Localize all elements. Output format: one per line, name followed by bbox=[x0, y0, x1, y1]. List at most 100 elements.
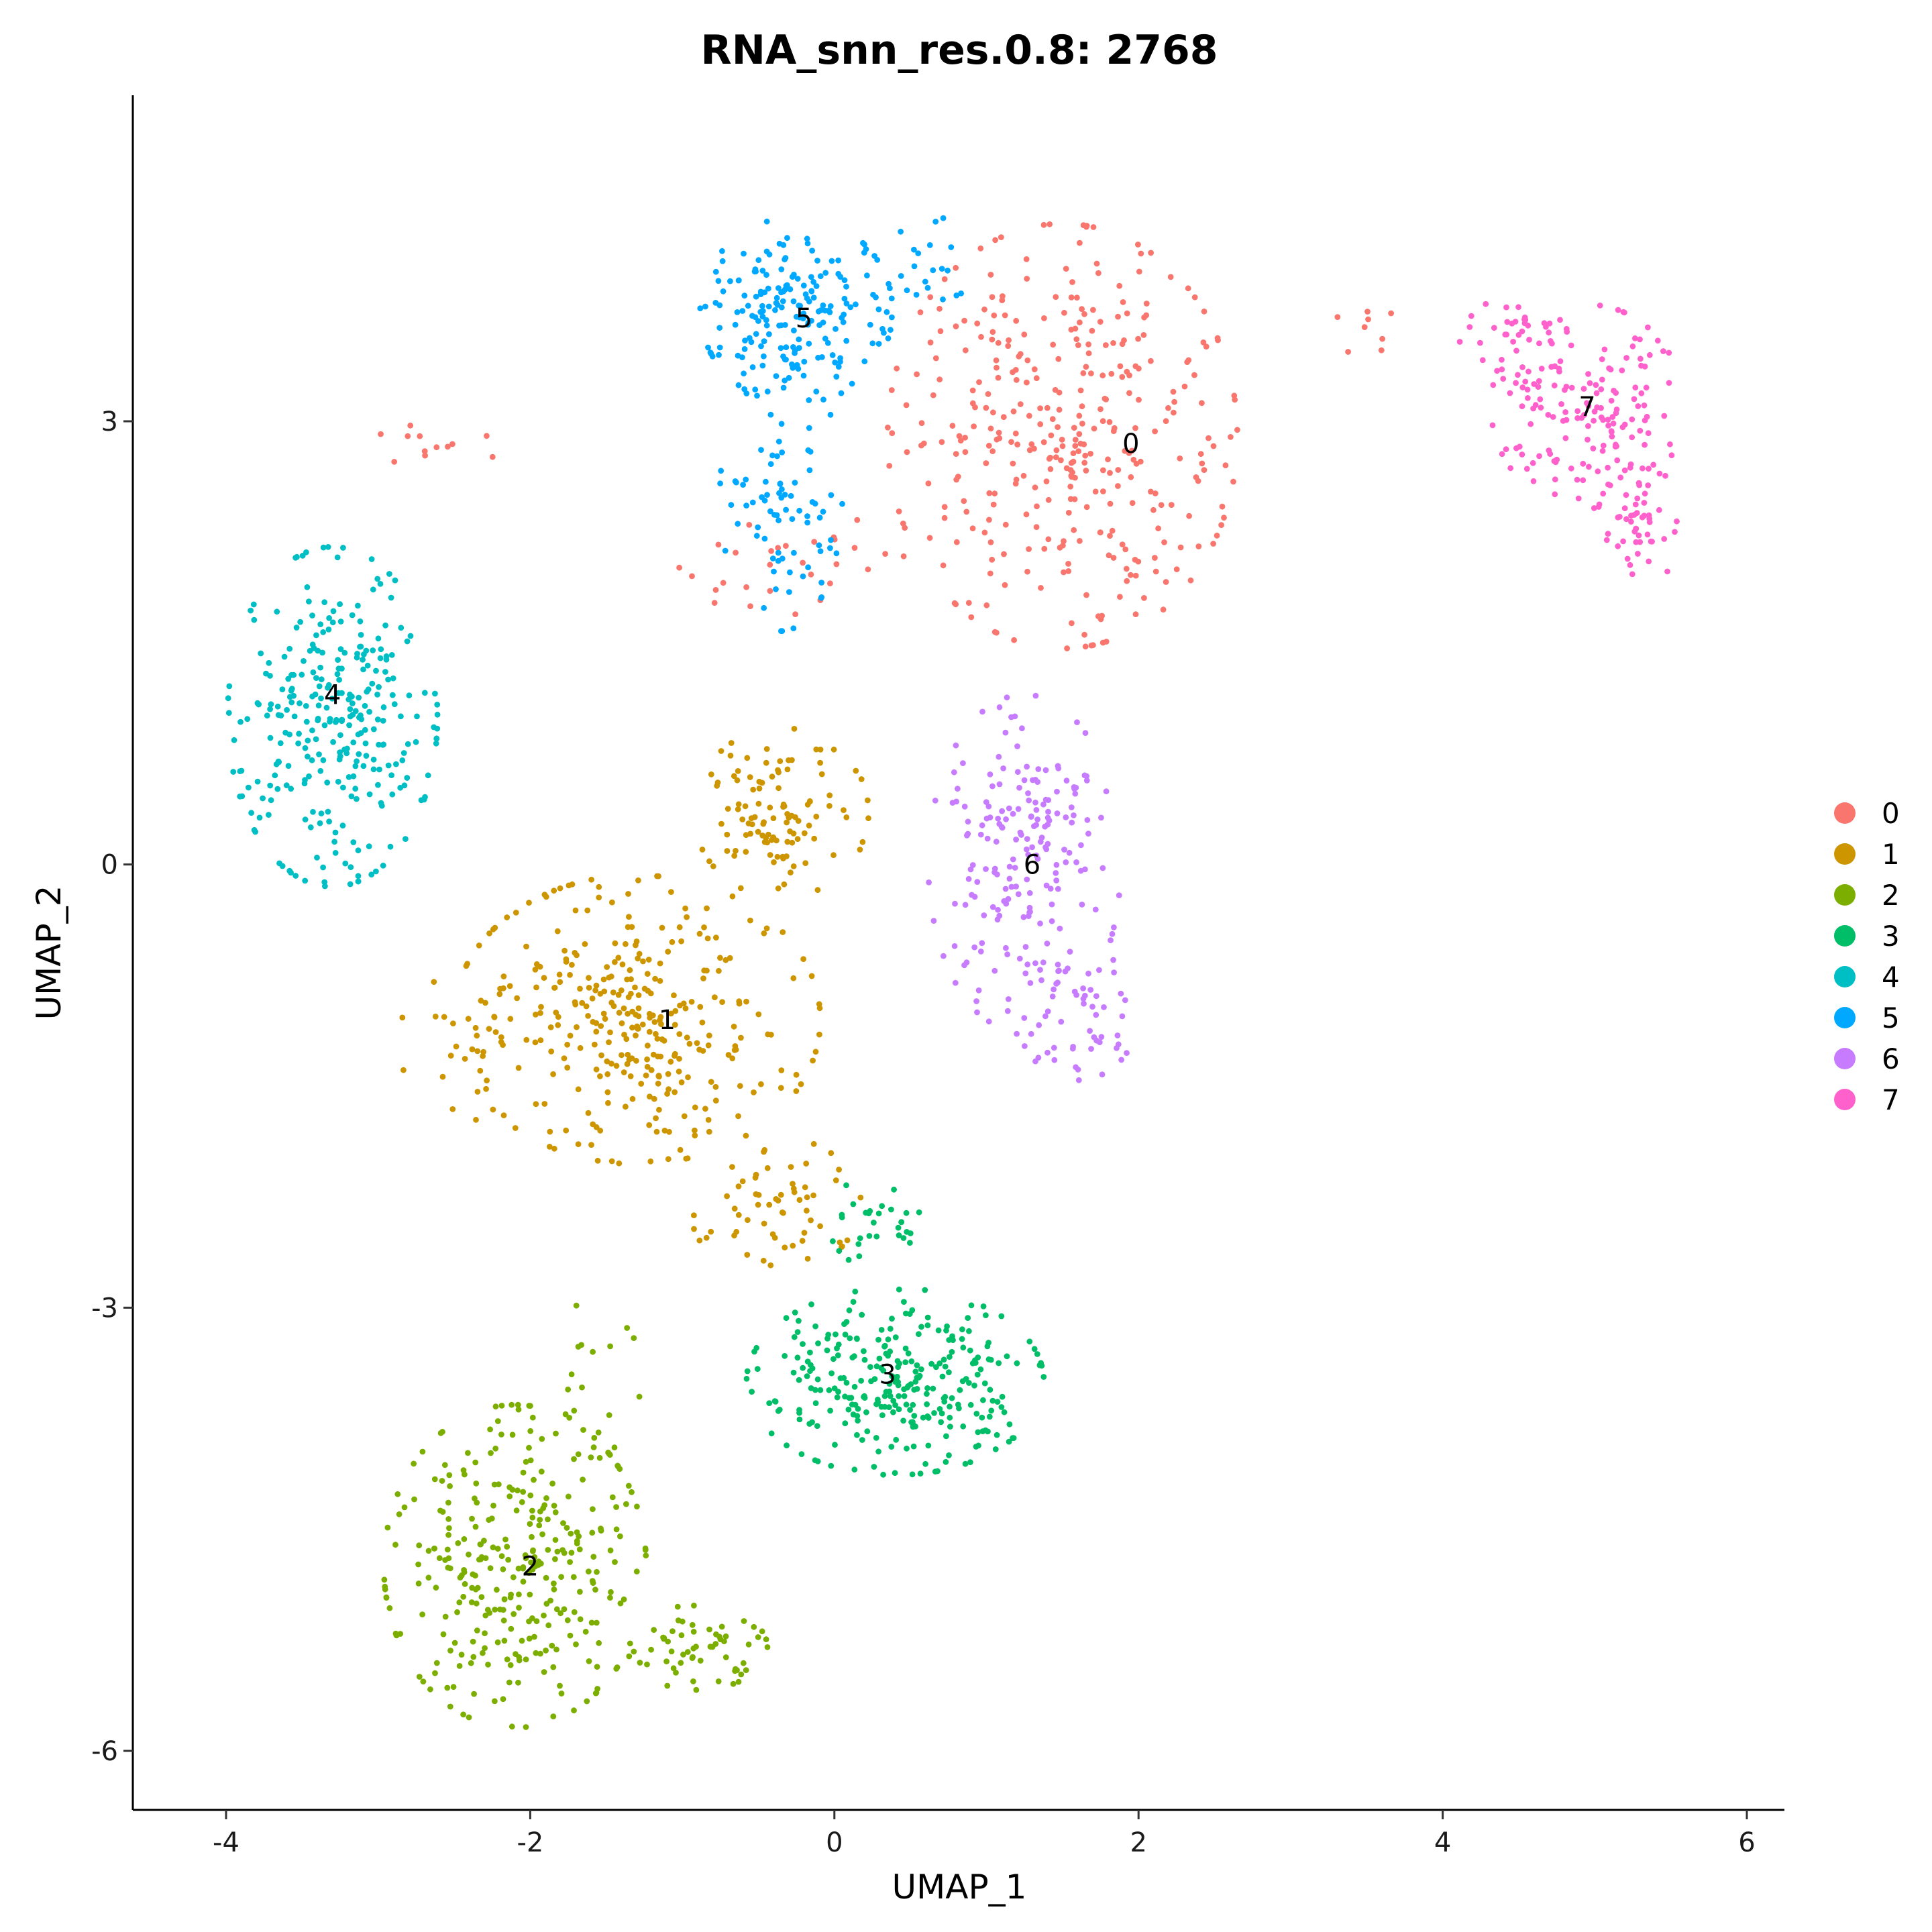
cluster-0-point bbox=[1117, 594, 1123, 600]
cluster-0-point bbox=[1075, 342, 1081, 348]
cluster-1-point bbox=[588, 1142, 594, 1148]
cluster-6-point bbox=[1042, 1013, 1049, 1020]
cluster-0-point bbox=[962, 449, 969, 455]
cluster-1-point bbox=[633, 1032, 639, 1038]
cluster-0-point bbox=[1024, 568, 1030, 575]
cluster-2-point bbox=[722, 1654, 729, 1660]
cluster-0-point bbox=[1083, 592, 1089, 598]
cluster-1-point bbox=[650, 1051, 657, 1058]
cluster-5-point bbox=[716, 352, 722, 358]
cluster-1-point bbox=[696, 1237, 703, 1244]
cluster-4-point bbox=[368, 556, 375, 562]
cluster-4-point bbox=[366, 708, 372, 715]
cluster-2-point bbox=[494, 1546, 501, 1552]
cluster-2-point bbox=[460, 1593, 467, 1600]
cluster-4-point bbox=[402, 836, 409, 842]
cluster-0-point bbox=[1365, 316, 1371, 323]
cluster-6-point bbox=[1017, 829, 1024, 836]
cluster-6-point bbox=[1032, 799, 1038, 806]
cluster-3-point bbox=[979, 1414, 985, 1421]
cluster-7-point bbox=[1527, 421, 1534, 427]
cluster-0-point bbox=[1074, 294, 1080, 301]
cluster-1-point bbox=[605, 1099, 611, 1106]
cluster-0-point bbox=[1075, 448, 1082, 454]
cluster-1-point bbox=[761, 1220, 767, 1227]
cluster-2-point bbox=[487, 1426, 493, 1433]
cluster-3-point bbox=[917, 1470, 924, 1477]
cluster-7-point bbox=[1646, 466, 1652, 472]
cluster-2-point bbox=[447, 1648, 453, 1654]
cluster-4-point bbox=[374, 576, 381, 582]
cluster-4-point bbox=[302, 777, 308, 783]
cluster-2-point bbox=[526, 1403, 533, 1409]
cluster-7-point bbox=[1661, 536, 1668, 542]
cluster-7-point bbox=[1646, 515, 1653, 522]
cluster-3-point bbox=[904, 1445, 910, 1452]
cluster-2-point bbox=[506, 1493, 513, 1500]
cluster-1-point bbox=[643, 1072, 649, 1079]
cluster-2-point bbox=[529, 1514, 536, 1521]
cluster-0-point bbox=[1201, 308, 1208, 315]
cluster-2-point bbox=[455, 1540, 462, 1546]
cluster-0-point bbox=[1082, 643, 1089, 650]
cluster-7-point bbox=[1500, 376, 1507, 382]
cluster-2-point bbox=[663, 1658, 669, 1665]
cluster-7-point bbox=[1509, 320, 1515, 327]
cluster-2-point bbox=[490, 1544, 496, 1551]
cluster-2-point bbox=[468, 1599, 475, 1605]
cluster-6-point bbox=[1054, 788, 1060, 795]
cluster-4-point bbox=[399, 757, 406, 763]
cluster-1-point bbox=[743, 849, 749, 855]
cluster-6-point bbox=[965, 818, 971, 825]
cluster-3-point bbox=[946, 1452, 952, 1458]
cluster-5-point bbox=[800, 573, 806, 580]
cluster-6-point bbox=[1004, 694, 1010, 701]
cluster-2-point bbox=[550, 1713, 557, 1720]
cluster-4-point bbox=[334, 554, 341, 561]
cluster-6-point bbox=[1004, 1008, 1011, 1014]
cluster-0-point bbox=[918, 442, 924, 449]
cluster-2-point bbox=[458, 1652, 465, 1658]
cluster-4-point bbox=[357, 618, 364, 625]
cluster-7-point bbox=[1636, 482, 1643, 488]
cluster-5-point bbox=[763, 248, 770, 255]
cluster-0-point bbox=[1010, 460, 1016, 467]
cluster-0-point bbox=[1023, 511, 1030, 518]
cluster-2-point bbox=[612, 1559, 618, 1565]
cluster-5-point bbox=[828, 537, 834, 543]
cluster-6-point bbox=[1006, 875, 1013, 882]
cluster-6-point bbox=[1005, 896, 1012, 902]
cluster-0-point bbox=[1080, 370, 1087, 376]
cluster-1-point bbox=[817, 747, 824, 753]
cluster-1-point bbox=[593, 1066, 600, 1073]
cluster-1-point bbox=[731, 773, 737, 780]
cluster-3-point bbox=[912, 1368, 919, 1375]
cluster-0-point bbox=[993, 357, 1000, 364]
cluster-2-point bbox=[627, 1640, 633, 1647]
cluster-4-point bbox=[335, 665, 342, 672]
cluster-7-point bbox=[1552, 363, 1558, 370]
cluster-4-point bbox=[309, 727, 315, 734]
cluster-0-point bbox=[1091, 425, 1097, 432]
cluster-3-point bbox=[916, 1209, 922, 1216]
cluster-0-point bbox=[1085, 341, 1091, 347]
cluster-6-point bbox=[983, 815, 990, 822]
cluster-1-point bbox=[504, 914, 511, 920]
cluster-5-point bbox=[789, 516, 796, 522]
cluster-5-point bbox=[779, 555, 786, 562]
cluster-2-point bbox=[673, 1670, 679, 1676]
cluster-2-point bbox=[447, 1483, 453, 1489]
cluster-1-point bbox=[449, 1106, 456, 1112]
cluster-1-point bbox=[784, 766, 791, 773]
cluster-1-point bbox=[656, 1106, 662, 1113]
cluster-7-point bbox=[1549, 340, 1555, 347]
cluster-5-point bbox=[783, 344, 790, 351]
cluster-4-point bbox=[378, 802, 385, 809]
cluster-7-point bbox=[1635, 532, 1642, 539]
cluster-4-point bbox=[290, 692, 297, 699]
cluster-7-point bbox=[1546, 320, 1553, 327]
cluster-1-point bbox=[668, 1010, 674, 1017]
cluster-0-point bbox=[1184, 359, 1191, 366]
cluster-2-point bbox=[560, 1520, 566, 1526]
cluster-0-point bbox=[851, 545, 858, 551]
